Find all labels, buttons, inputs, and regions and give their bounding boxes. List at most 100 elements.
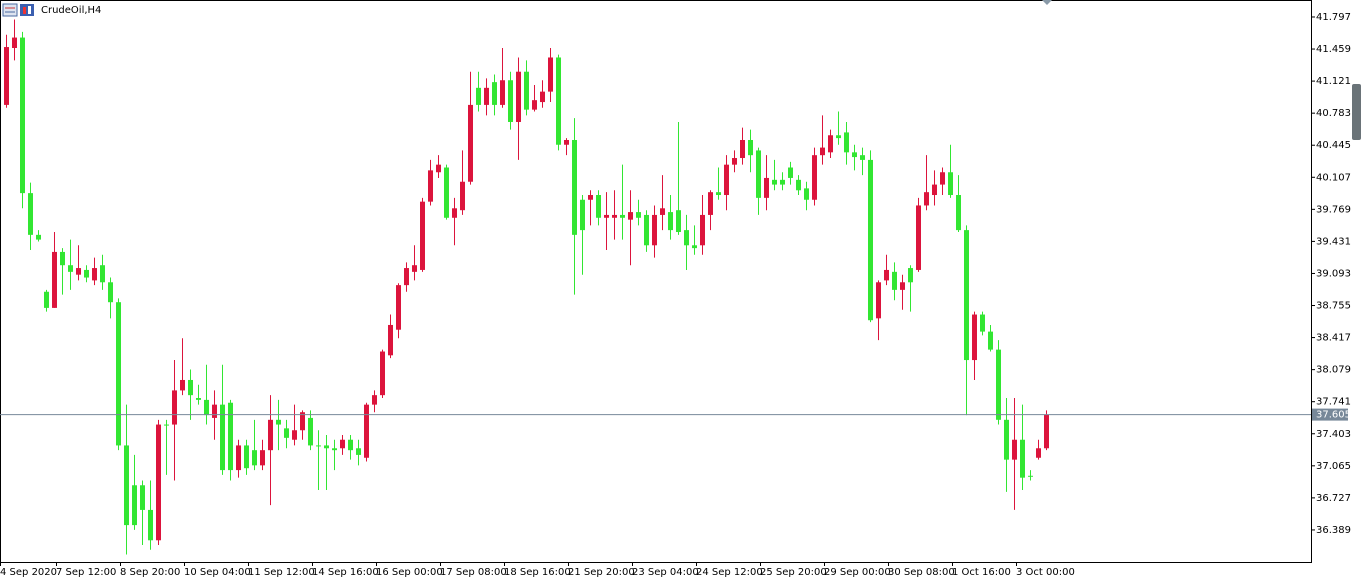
candle-body [804, 188, 809, 200]
candle-body [540, 91, 545, 103]
candle-body [340, 439, 345, 449]
candle-body [908, 268, 913, 283]
candle-body [596, 195, 601, 218]
candle-body [52, 251, 57, 308]
candle-body [172, 390, 177, 425]
y-tick-label: 40.107 [1316, 172, 1351, 183]
candle-body [980, 314, 985, 332]
candle-body [420, 201, 425, 270]
candle-body [404, 268, 409, 286]
candle-body [268, 419, 273, 451]
candle-body [92, 268, 97, 281]
candle-body [156, 424, 161, 541]
candle-body [372, 395, 377, 405]
candle-body [188, 379, 193, 396]
x-tick-label: 30 Sep 08:00 [888, 567, 955, 578]
current-price-label: 37.605 [1316, 410, 1351, 421]
x-tick-label: 29 Sep 00:00 [824, 567, 891, 578]
candle-body [124, 445, 129, 526]
current-price-box [1312, 408, 1348, 421]
candle-body [252, 450, 257, 466]
x-tick-label: 16 Sep 00:00 [376, 567, 443, 578]
candle-body [68, 265, 73, 272]
candle-body [380, 351, 385, 396]
candle-body [892, 271, 897, 290]
candle-body [364, 404, 369, 458]
candle-body [348, 439, 353, 451]
candle-body [612, 214, 617, 218]
candle-body [868, 159, 873, 321]
candle-body [460, 181, 465, 211]
candle-body [700, 214, 705, 246]
y-tick-label: 36.389 [1316, 525, 1351, 536]
candle-body [996, 349, 1001, 420]
plot-border [0, 0, 1312, 563]
y-tick-label: 41.797 [1316, 12, 1351, 23]
y-tick-label: 39.769 [1316, 204, 1351, 215]
candle-body [724, 164, 729, 196]
candle-body [412, 265, 417, 272]
x-tick-label: 1 Oct 16:00 [952, 567, 1011, 578]
candle-body [356, 448, 361, 455]
candle-body [300, 412, 305, 431]
candle-body [876, 282, 881, 319]
candle-body [884, 269, 889, 281]
candle-body [428, 170, 433, 202]
candle-body [148, 509, 153, 541]
y-tick-label: 38.755 [1316, 301, 1351, 312]
candle-body [524, 71, 529, 110]
y-tick-label: 37.403 [1316, 429, 1351, 440]
candle-body [140, 485, 145, 510]
candle-body [116, 302, 121, 446]
shift-marker [1042, 0, 1052, 5]
candle-body [60, 251, 65, 266]
candle-body [84, 269, 89, 278]
candle-body [732, 158, 737, 165]
x-tick-label: 3 Oct 00:00 [1016, 567, 1075, 578]
chart-title: CrudeOil,H4 [41, 5, 101, 16]
icon [20, 4, 34, 16]
candle-body [532, 100, 537, 110]
candle-body [620, 214, 625, 218]
candle-body [468, 104, 473, 182]
candle-body [812, 155, 817, 200]
candle-body [500, 80, 505, 105]
candle-body [292, 430, 297, 440]
x-tick-label: 4 Sep 2020 [0, 567, 57, 578]
candle-body [572, 140, 577, 235]
candle-body [100, 265, 105, 283]
candle-body [1012, 439, 1017, 460]
y-tick-label: 40.445 [1316, 140, 1351, 151]
candle-body [652, 214, 657, 246]
candle-body [684, 230, 689, 246]
candle-body [1028, 475, 1033, 477]
y-tick-label: 39.431 [1316, 236, 1351, 247]
candle-body [452, 208, 457, 218]
candle-body [44, 291, 49, 308]
candle-body [492, 82, 497, 105]
candle-body [108, 282, 113, 303]
candle-body [212, 404, 217, 418]
y-tick-label: 41.121 [1316, 76, 1351, 87]
candle-body [676, 210, 681, 233]
candle-body [772, 179, 777, 185]
candle-body [644, 214, 649, 246]
x-tick-label: 8 Sep 20:00 [120, 567, 180, 578]
candle-body [476, 87, 481, 105]
x-tick-label: 23 Sep 04:00 [632, 567, 699, 578]
x-tick-label: 21 Sep 20:00 [568, 567, 635, 578]
candle-body [324, 445, 329, 449]
candle-body [604, 214, 609, 218]
candle-body [916, 205, 921, 270]
x-tick-label: 14 Sep 16:00 [312, 567, 379, 578]
candle-body [556, 57, 561, 145]
candle-body [940, 172, 945, 185]
candle-body [988, 331, 993, 350]
x-tick-label: 17 Sep 08:00 [440, 567, 507, 578]
candle-body [972, 314, 977, 361]
candle-body [764, 177, 769, 198]
candle-body [132, 485, 137, 526]
x-tick-label: 25 Sep 20:00 [760, 567, 827, 578]
y-tick-label: 36.727 [1316, 493, 1351, 504]
candle-body [740, 140, 745, 159]
